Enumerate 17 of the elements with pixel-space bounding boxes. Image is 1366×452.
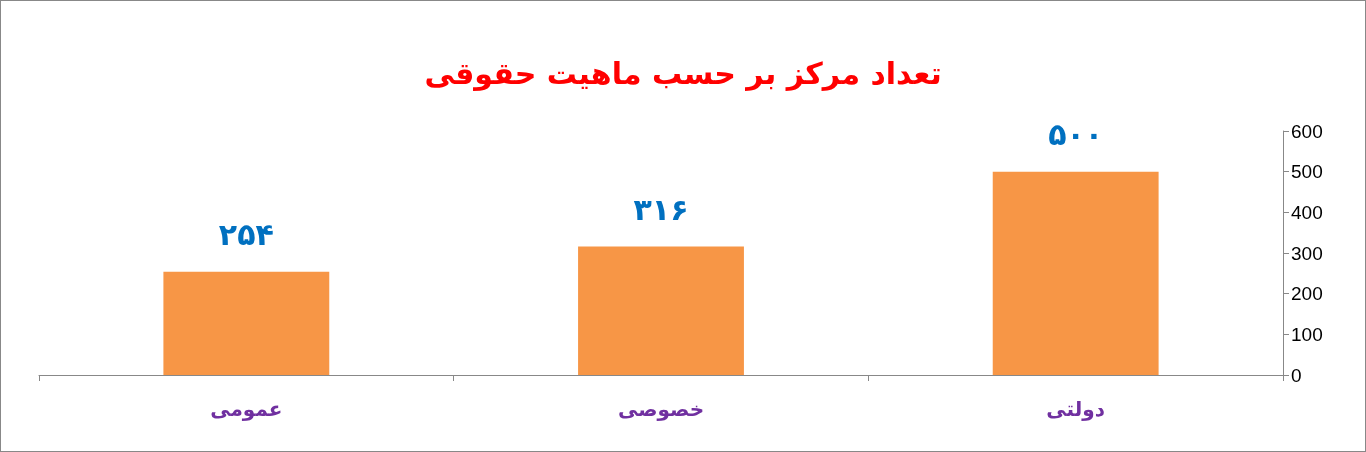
y-tick-label: 600 [1291,120,1323,142]
x-tick-label: دولتی [1046,397,1105,421]
y-tick-label: 200 [1291,283,1323,305]
data-label: ۲۵۴ [218,217,274,253]
chart-title: تعداد مرکز بر حسب ماهیت حقوقی [424,55,942,91]
x-tick-label: عمومی [210,397,283,421]
x-tick-label: خصوصی [617,397,705,421]
y-tick-label: 400 [1291,201,1323,223]
y-tick-label: 500 [1291,161,1323,183]
bar [992,171,1159,375]
y-tick-label: 300 [1291,242,1323,264]
data-label: ۳۱۶ [633,191,689,227]
y-tick-label: 0 [1291,364,1302,386]
bar [578,246,744,375]
y-tick-label: 100 [1291,323,1323,345]
bar [163,271,330,375]
data-label: ۵۰۰ [1048,117,1104,153]
